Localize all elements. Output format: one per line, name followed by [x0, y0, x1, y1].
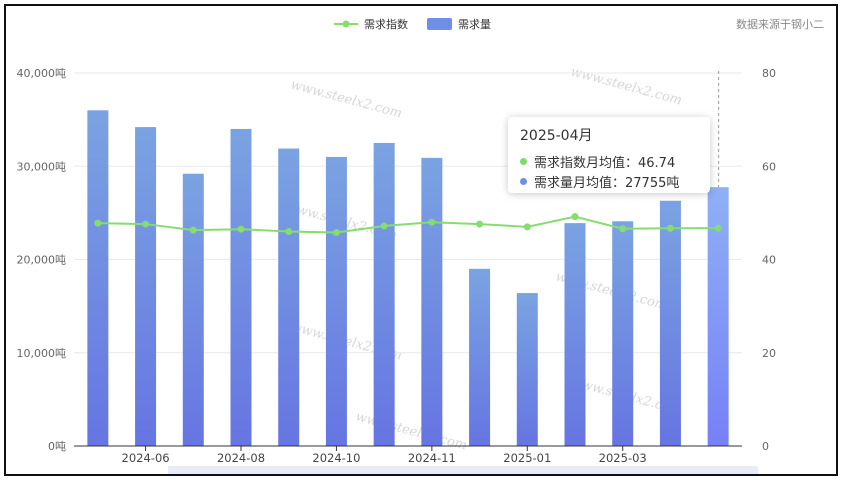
- index-line: [97, 215, 719, 234]
- index-point: [237, 225, 245, 233]
- tooltip-row-volume-label: 需求量月均值：27755吨: [534, 175, 680, 191]
- legend-line-dot: [342, 20, 350, 28]
- tooltip-row-volume: 需求量月均值：27755吨: [520, 171, 698, 191]
- axes: 0吨 0 10,000吨 20 20,000吨 40 30,000吨 60 40,000吨 80 2…: [17, 67, 777, 465]
- watermark-text: www.steelx2.com: [289, 77, 404, 121]
- line-series[interactable]: [94, 213, 722, 236]
- bar: [87, 110, 109, 447]
- bar: [182, 173, 204, 446]
- tooltip-title: 2025-04月: [520, 128, 593, 144]
- bar-series[interactable]: [87, 110, 729, 447]
- y-right-tick-label: 80: [762, 67, 776, 80]
- x-tick-label: 2025-01: [503, 451, 551, 465]
- y-right-tick-label: 20: [762, 347, 776, 360]
- bar: [612, 221, 634, 446]
- y-left-tick-label: 30,000吨: [17, 160, 67, 173]
- x-tick-label: 2024-10: [312, 451, 360, 465]
- watermark-text: www.steelx2.com: [354, 409, 469, 453]
- bar: [659, 200, 681, 446]
- tooltip-dot-volume: [520, 177, 527, 185]
- x-tick-label: 2024-08: [217, 451, 265, 465]
- index-point: [476, 220, 484, 228]
- x-tick-label: 2025-03: [599, 451, 647, 465]
- y-right-tick-label: 60: [762, 160, 776, 173]
- index-point: [619, 225, 627, 233]
- legend[interactable]: 需求指数 需求量: [334, 17, 491, 31]
- y-left-tick-label: 0吨: [48, 440, 66, 453]
- bar: [373, 142, 395, 446]
- bar: [564, 223, 586, 446]
- bar: [707, 187, 729, 446]
- index-point: [332, 228, 340, 236]
- bar: [230, 128, 252, 446]
- index-point: [523, 223, 531, 231]
- x-tick-label: 2024-11: [408, 451, 456, 465]
- legend-bar-marker: [427, 18, 452, 30]
- index-point: [142, 220, 150, 228]
- y-left-tick-label: 20,000吨: [17, 254, 67, 267]
- bar: [278, 148, 300, 446]
- index-point: [94, 219, 102, 227]
- index-point: [714, 224, 722, 232]
- bar: [421, 157, 443, 447]
- tooltip: 2025-04月 需求指数月均值：46.74 需求量月均值：27755吨: [508, 117, 710, 193]
- tooltip-row-index: 需求指数月均值：46.74: [520, 151, 698, 171]
- bar: [135, 127, 157, 447]
- legend-label-volume: 需求量: [458, 18, 491, 31]
- index-point: [285, 228, 293, 236]
- index-point: [428, 218, 436, 226]
- y-left-tick-label: 40,000吨: [17, 67, 67, 80]
- index-point: [666, 224, 674, 232]
- index-point: [380, 222, 388, 230]
- x-tick-label: 2024-06: [122, 451, 170, 465]
- bar: [325, 156, 347, 447]
- y-right-tick-label: 40: [762, 254, 776, 267]
- y-right-tick-label: 0: [762, 440, 769, 453]
- y-left-tick-label: 10,000吨: [17, 347, 67, 360]
- legend-label-index: 需求指数: [364, 17, 408, 31]
- index-point: [571, 213, 579, 221]
- bar: [469, 268, 491, 446]
- index-point: [189, 226, 197, 234]
- tooltip-row-index-label: 需求指数月均值：46.74: [534, 155, 676, 171]
- data-zoom-bar[interactable]: [168, 466, 758, 474]
- watermark-text: www.steelx2.com: [569, 64, 684, 108]
- bar: [516, 293, 538, 446]
- tooltip-dot-index: [520, 157, 527, 165]
- source-note: 数据来源于钢小二: [736, 18, 824, 31]
